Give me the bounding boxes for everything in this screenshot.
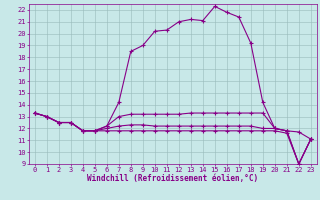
X-axis label: Windchill (Refroidissement éolien,°C): Windchill (Refroidissement éolien,°C) [87,174,258,183]
